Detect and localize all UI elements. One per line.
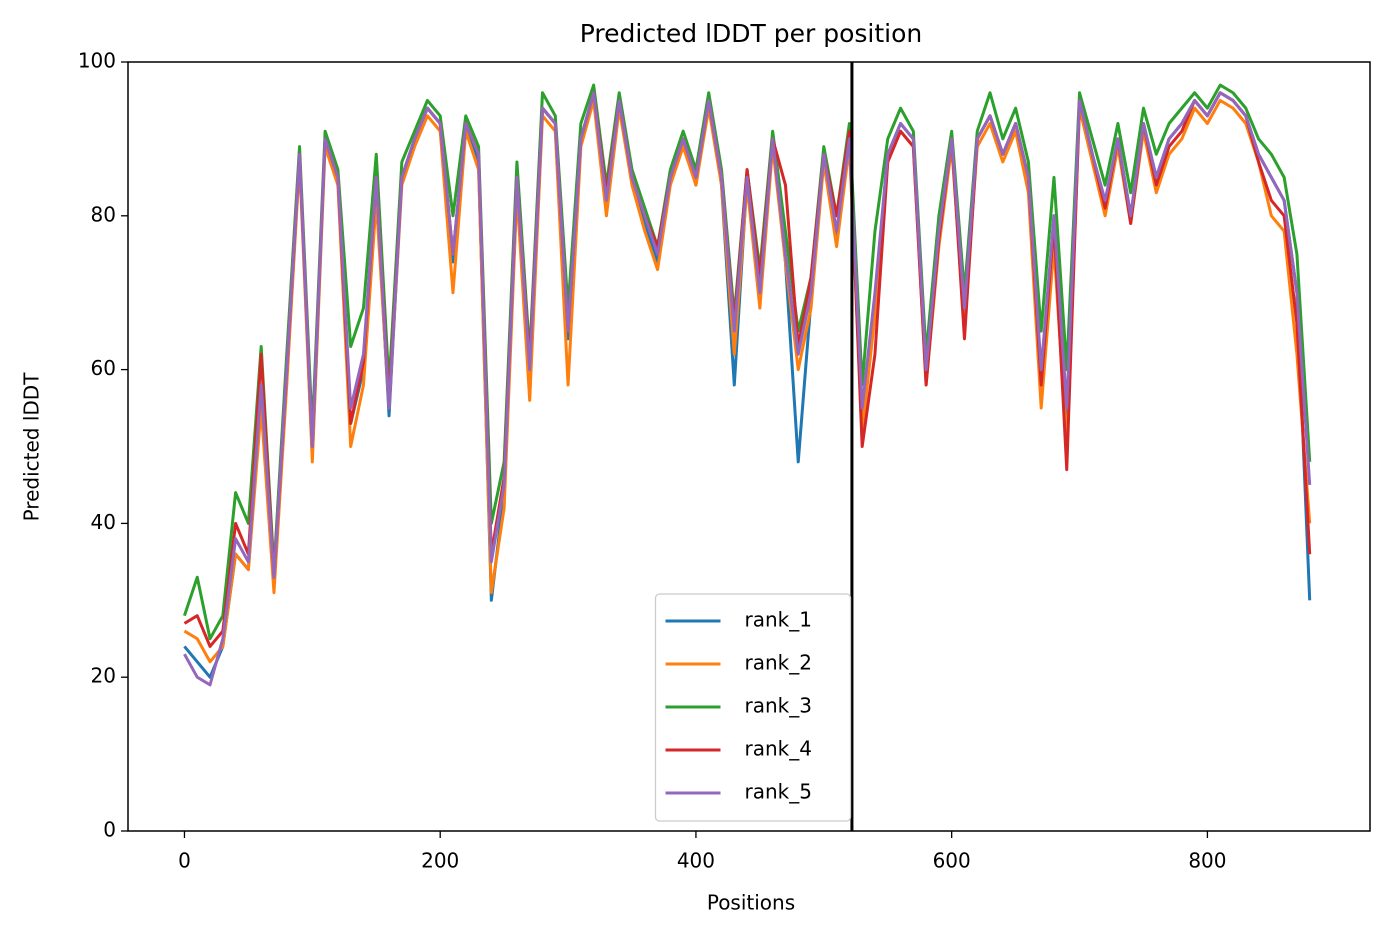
y-tick-label: 80 <box>91 202 116 226</box>
series-line <box>183 83 1312 641</box>
y-tick-label: 60 <box>91 356 116 380</box>
legend-label: rank_4 <box>745 737 812 761</box>
x-tick-label: 0 <box>178 849 191 873</box>
legend-label: rank_3 <box>745 694 812 718</box>
series-line <box>183 91 1312 648</box>
series-line <box>183 91 1312 687</box>
legend-box <box>654 593 852 822</box>
chart-title: Predicted lDDT per position <box>580 19 922 48</box>
y-tick-label: 100 <box>78 49 116 73</box>
x-tick-label: 400 <box>677 849 715 873</box>
y-tick-label: 20 <box>91 664 116 688</box>
x-tick-label: 800 <box>1188 849 1226 873</box>
legend-label: rank_1 <box>745 608 812 632</box>
x-tick-label: 600 <box>933 849 971 873</box>
y-tick-label: 0 <box>103 818 116 842</box>
x-axis-label: Positions <box>707 891 795 915</box>
y-tick-label: 40 <box>91 510 116 534</box>
x-tick-label: 200 <box>421 849 459 873</box>
legend-label: rank_2 <box>745 651 812 675</box>
legend-label: rank_5 <box>745 780 812 804</box>
plot-frame <box>127 61 1371 832</box>
y-axis-label: Predicted lDDT <box>20 372 44 522</box>
